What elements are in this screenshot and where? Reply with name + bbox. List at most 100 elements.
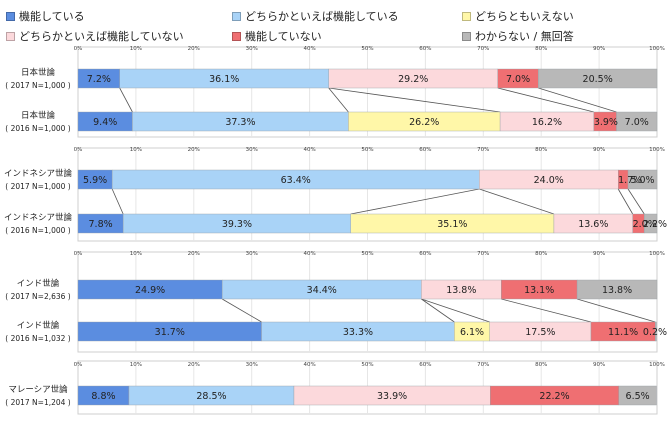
value-label-1-4: 3.9% (594, 117, 618, 128)
tick-label-2-0: 0% (74, 251, 83, 257)
value-label-2-0: 5.9% (83, 175, 107, 186)
tick-label-3-8: 80% (535, 362, 547, 368)
tick-label-3-10: 100% (649, 362, 665, 368)
value-label-3-4: 2.0% (633, 219, 657, 230)
legend-label-unknown: わからない / 無回答 (475, 30, 574, 43)
legend-item-functioning: 機能している (6, 8, 85, 24)
tick-label-3-3: 30% (246, 362, 258, 368)
connector-line-4-0 (221, 298, 262, 323)
value-label-5-5: 0.2% (643, 327, 667, 338)
tick-label-2-4: 40% (303, 251, 315, 257)
bar-segment-0-5 (538, 68, 658, 89)
tick-label-3-7: 70% (477, 362, 489, 368)
tick-label-0-1: 10% (130, 46, 142, 52)
value-label-3-0: 7.8% (89, 219, 113, 230)
connector-line-4-2 (421, 298, 490, 323)
value-label-5-4: 11.1% (608, 327, 638, 338)
tick-label-2-3: 30% (246, 251, 258, 257)
value-label-1-5: 7.0% (625, 117, 649, 128)
legend-item-neither: どちらともいえない (462, 8, 574, 24)
tick-label-1-3: 30% (246, 147, 258, 153)
row-label-sub-6: ( 2017 N=1,204 ) (5, 398, 71, 407)
connector-line-2-4 (627, 188, 645, 215)
row-label-sub-3: ( 2016 N=1,000 ) (5, 226, 71, 235)
connector-line-2-3 (617, 188, 634, 215)
value-label-2-4: 1.7% (618, 175, 642, 186)
legend-swatch-somewhat-functioning (232, 11, 241, 21)
connector-line-4-3 (501, 298, 592, 323)
tick-label-3-0: 0% (74, 362, 83, 368)
tick-label-2-2: 20% (188, 251, 200, 257)
tick-label-1-2: 20% (188, 147, 200, 153)
legend-swatch-functioning (6, 11, 15, 21)
row-label-sub-5: ( 2016 N=1,032 ) (5, 334, 71, 343)
value-label-6-5: 6.5% (626, 391, 650, 402)
row-label-title-6: マレーシア世論 (8, 384, 68, 395)
legend-item-unknown: わからない / 無回答 (462, 28, 574, 44)
value-label-0-4: 7.0% (506, 74, 530, 85)
row-label-sub-0: ( 2017 N=1,000 ) (5, 81, 71, 90)
tick-label-2-10: 100% (649, 251, 665, 257)
tick-label-0-10: 100% (649, 46, 665, 52)
connector-line-2-2 (479, 188, 555, 215)
tick-label-0-2: 20% (188, 46, 200, 52)
bar-segment-3-5 (644, 213, 658, 234)
legend: 機能している どちらかといえば機能している どちらともいえない どちらかといえば… (0, 0, 670, 44)
tick-label-2-6: 60% (419, 251, 431, 257)
bar-segment-5-5 (655, 321, 657, 342)
legend-item-not-functioning: 機能していない (232, 28, 322, 44)
bar-segment-2-5 (627, 169, 658, 190)
value-label-4-0: 24.9% (135, 285, 165, 296)
tick-label-1-8: 80% (535, 147, 547, 153)
value-label-2-3: 24.0% (534, 175, 564, 186)
value-label-0-5: 20.5% (583, 74, 613, 85)
tick-label-3-9: 90% (593, 362, 605, 368)
value-label-4-4: 13.1% (524, 285, 554, 296)
row-label-sub-1: ( 2016 N=1,000 ) (5, 124, 71, 133)
value-label-3-5: 2.2% (643, 219, 667, 230)
value-label-2-5: 5.0% (630, 175, 654, 186)
value-label-3-2: 35.1% (437, 219, 467, 230)
connector-line-2-0 (111, 188, 124, 215)
legend-label-somewhat-functioning: どちらかといえば機能している (245, 10, 399, 23)
tick-label-1-0: 0% (74, 147, 83, 153)
legend-label-neither: どちらともいえない (475, 10, 574, 23)
row-label-title-4: インド世論 (17, 278, 60, 289)
value-label-5-3: 17.5% (525, 327, 555, 338)
row-label-title-0: 日本世論 (21, 67, 56, 78)
tick-label-2-8: 80% (535, 251, 547, 257)
value-label-2-1: 63.4% (281, 175, 311, 186)
tick-label-3-2: 20% (188, 362, 200, 368)
tick-label-0-5: 50% (361, 46, 373, 52)
bar-segment-1-5 (616, 111, 658, 132)
connector-line-0-1 (328, 87, 349, 113)
tick-label-0-6: 60% (419, 46, 431, 52)
tick-label-0-8: 80% (535, 46, 547, 52)
value-label-1-1: 37.3% (225, 117, 255, 128)
tick-label-0-9: 90% (593, 46, 605, 52)
value-label-3-3: 13.6% (578, 219, 608, 230)
tick-label-2-7: 70% (477, 251, 489, 257)
tick-label-1-5: 50% (361, 147, 373, 153)
value-label-0-0: 7.2% (87, 74, 111, 85)
connector-line-2-1 (350, 188, 480, 215)
row-label-title-3: インドネシア世論 (4, 212, 73, 223)
legend-item-somewhat-not-functioning: どちらかといえば機能していない (6, 28, 184, 44)
connector-line-0-4 (538, 87, 617, 113)
value-label-3-1: 39.3% (222, 219, 252, 230)
legend-label-not-functioning: 機能していない (245, 30, 322, 43)
tick-label-3-4: 40% (303, 362, 315, 368)
tick-label-0-4: 40% (303, 46, 315, 52)
tick-label-3-6: 60% (419, 362, 431, 368)
legend-swatch-somewhat-not-functioning (6, 31, 15, 41)
value-label-1-3: 16.2% (532, 117, 562, 128)
legend-swatch-not-functioning (232, 31, 241, 41)
connector-line-0-2 (328, 87, 501, 113)
tick-label-3-5: 50% (361, 362, 373, 368)
value-label-6-3: 33.9% (377, 391, 407, 402)
bar-segment-4-5 (576, 279, 658, 300)
tick-label-2-1: 10% (130, 251, 142, 257)
value-label-0-1: 36.1% (209, 74, 239, 85)
value-label-5-0: 31.7% (155, 327, 185, 338)
